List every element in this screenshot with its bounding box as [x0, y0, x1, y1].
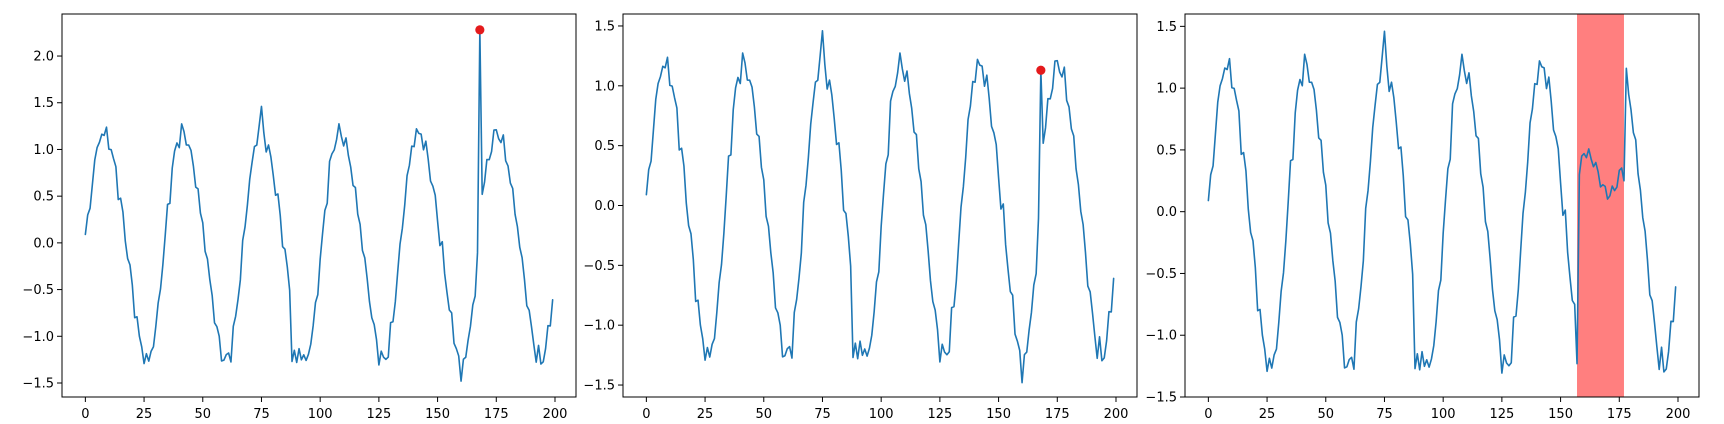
- y-tick-label: 2.0: [33, 50, 54, 65]
- x-tick-label: 75: [814, 407, 831, 422]
- x-tick-label: 175: [1607, 407, 1632, 422]
- series-line: [84, 29, 554, 382]
- y-tick-label: −1.0: [1145, 329, 1177, 344]
- x-tick-label: 100: [1431, 407, 1456, 422]
- y-tick-label: 1.0: [33, 143, 54, 158]
- series-line: [1207, 30, 1677, 374]
- x-tick-label: 50: [194, 407, 211, 422]
- y-tick-label: 1.0: [1156, 82, 1177, 97]
- y-tick-label: 0.0: [594, 199, 615, 214]
- x-tick-label: 125: [927, 407, 952, 422]
- y-tick-label: 0.5: [1156, 143, 1177, 158]
- y-tick-label: −1.5: [583, 379, 615, 394]
- y-tick-label: 0.0: [33, 236, 54, 251]
- x-tick-label: 25: [697, 407, 714, 422]
- anomaly-span: [1577, 14, 1624, 397]
- x-tick-label: 150: [425, 407, 450, 422]
- x-tick-label: 50: [755, 407, 772, 422]
- y-tick-label: 1.5: [33, 96, 54, 111]
- x-tick-label: 150: [986, 407, 1011, 422]
- subplot-3: 0 25 50 75 100 125 150 175 200 −1.5 −1.0 −0.5 0.0 0.5…: [1145, 13, 1700, 422]
- y-tick-label: 0.5: [33, 190, 54, 205]
- x-tick-label: 175: [484, 407, 509, 422]
- x-tick-label: 25: [136, 407, 153, 422]
- x-tick-label: 125: [366, 407, 391, 422]
- y-tick-label: −1.0: [583, 319, 615, 334]
- x-tick-label: 175: [1045, 407, 1070, 422]
- x-tick-label: 0: [1204, 407, 1212, 422]
- x-tick-label: 0: [81, 407, 89, 422]
- x-tick-label: 75: [253, 407, 270, 422]
- y-tick-label: −0.5: [22, 283, 54, 298]
- x-tick-label: 200: [543, 407, 568, 422]
- y-tick-label: 0.5: [594, 139, 615, 154]
- axes-frame: [61, 13, 577, 398]
- x-tick-label: 100: [869, 407, 894, 422]
- y-tick-label: −1.5: [1145, 391, 1177, 406]
- x-tick-label: 100: [308, 407, 333, 422]
- y-tick-label: 1.5: [594, 19, 615, 34]
- x-tick-label: 200: [1104, 407, 1129, 422]
- series-line: [645, 29, 1115, 384]
- y-tick-label: 1.5: [1156, 20, 1177, 35]
- y-tick-label: −0.5: [1145, 267, 1177, 282]
- y-tick-label: −0.5: [583, 259, 615, 274]
- x-tick-label: 150: [1548, 407, 1573, 422]
- subplot-2: 0 25 50 75 100 125 150 175 200 −1.5 −1.0 −0.5 0.0 0.5…: [583, 13, 1138, 422]
- x-tick-label: 25: [1259, 407, 1276, 422]
- subplot-1: 0 25 50 75 100 125 150 175 200 −1.5 −1.0 −0.5 0.0 0.5…: [22, 13, 577, 422]
- y-tick-label: 0.0: [1156, 205, 1177, 220]
- x-tick-label: 0: [642, 407, 650, 422]
- y-tick-label: 1.0: [594, 79, 615, 94]
- x-tick-label: 50: [1317, 407, 1334, 422]
- x-tick-label: 125: [1489, 407, 1514, 422]
- anomaly-point: [1036, 65, 1046, 75]
- x-tick-label: 200: [1666, 407, 1691, 422]
- anomaly-point: [475, 25, 485, 35]
- y-tick-label: −1.0: [22, 330, 54, 345]
- x-tick-label: 75: [1376, 407, 1393, 422]
- axes-frame: [1184, 13, 1700, 398]
- y-tick-label: −1.5: [22, 376, 54, 391]
